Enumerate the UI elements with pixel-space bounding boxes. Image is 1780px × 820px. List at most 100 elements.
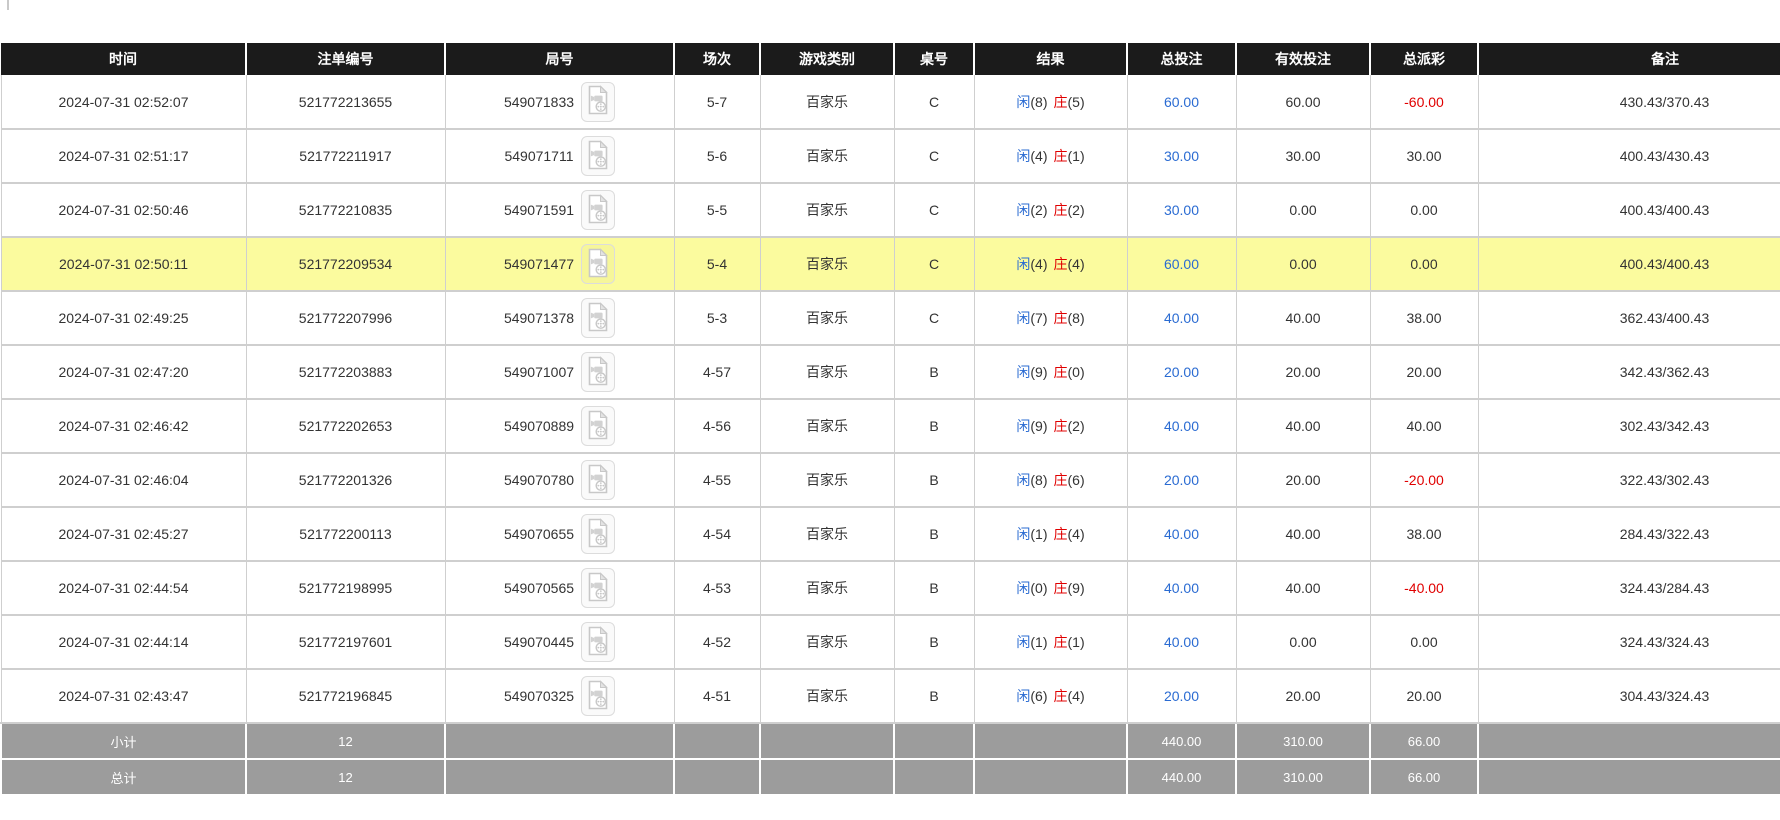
payout-cell: 0.00 bbox=[1369, 237, 1479, 292]
video-replay-button[interactable] bbox=[581, 244, 616, 284]
session-cell: 4-55 bbox=[673, 453, 761, 508]
video-replay-button[interactable] bbox=[581, 514, 616, 554]
table-row: 2024-07-31 02:43:47 521772196845 549070325… bbox=[0, 669, 1780, 724]
valid-bet-cell: 30.00 bbox=[1235, 129, 1371, 184]
payout-cell: -60.00 bbox=[1369, 75, 1479, 130]
order-no-cell: 521772201326 bbox=[245, 453, 446, 508]
result-cell: 闲(2) 庄(2) bbox=[973, 183, 1128, 238]
player-score: (9) bbox=[1030, 418, 1048, 434]
order-no-cell: 521772203883 bbox=[245, 345, 446, 400]
footer-valid-bet-cell: 310.00 bbox=[1235, 722, 1371, 760]
round-no-text: 549070325 bbox=[503, 688, 575, 704]
round-no-text: 549071833 bbox=[503, 93, 575, 110]
video-replay-button[interactable] bbox=[581, 568, 616, 608]
remark-cell: 400.43/400.43 bbox=[1477, 183, 1780, 238]
video-replay-button[interactable] bbox=[581, 81, 616, 122]
video-file-icon bbox=[586, 355, 610, 389]
payout-cell: 38.00 bbox=[1369, 291, 1479, 346]
player-label: 闲 bbox=[1016, 310, 1031, 326]
video-replay-button[interactable] bbox=[581, 460, 616, 500]
col-header-table_no: 桌号 bbox=[894, 43, 975, 75]
footer-empty-round-cell bbox=[444, 758, 675, 796]
bet-records-table: 时间 注单编号 局号 场次 游戏类别 桌号 结果 总投注 有效投注 总派彩 备注 2024-07-3… bbox=[0, 43, 1780, 796]
total-bet-cell: 20.00 bbox=[1126, 669, 1237, 724]
table-footer: 小计 12 440.00 310.00 66.00 总计 12 440.00 310.00 66.… bbox=[0, 722, 1780, 796]
video-replay-button[interactable] bbox=[581, 406, 616, 446]
footer-count-cell: 12 bbox=[245, 758, 446, 796]
banker-score: (1) bbox=[1067, 148, 1085, 164]
player-score: (6) bbox=[1030, 688, 1048, 704]
player-score: (8) bbox=[1030, 93, 1048, 110]
video-replay-button[interactable] bbox=[581, 676, 616, 716]
footer-empty-result-cell bbox=[973, 722, 1128, 760]
round-no-text: 549071477 bbox=[503, 256, 575, 272]
player-score: (9) bbox=[1030, 364, 1048, 380]
table-row: 2024-07-31 02:49:25 521772207996 549071378… bbox=[0, 291, 1780, 346]
banker-label: 庄 bbox=[1053, 580, 1068, 596]
result-cell: 闲(0) 庄(9) bbox=[973, 561, 1128, 616]
remark-cell: 324.43/284.43 bbox=[1477, 561, 1780, 616]
time-cell: 2024-07-31 02:46:04 bbox=[0, 453, 247, 508]
round-no-text: 549071007 bbox=[503, 364, 575, 380]
session-cell: 5-7 bbox=[673, 75, 761, 130]
game-type-cell: 百家乐 bbox=[759, 75, 895, 130]
footer-empty-game-cell bbox=[759, 758, 895, 796]
footer-label-cell: 小计 bbox=[0, 722, 247, 760]
table-body: 2024-07-31 02:52:07 521772213655 549071833… bbox=[0, 75, 1780, 724]
table-row: 2024-07-31 02:46:42 521772202653 549070889… bbox=[0, 399, 1780, 454]
video-replay-button[interactable] bbox=[581, 190, 616, 230]
video-file-icon bbox=[586, 409, 610, 443]
table-no-cell: C bbox=[893, 75, 975, 130]
remark-cell: 284.43/322.43 bbox=[1477, 507, 1780, 562]
player-score: (8) bbox=[1030, 472, 1048, 488]
video-file-icon bbox=[586, 301, 610, 335]
valid-bet-cell: 40.00 bbox=[1235, 291, 1371, 346]
round-no-cell: 549070445 bbox=[444, 615, 675, 670]
player-score: (1) bbox=[1030, 634, 1048, 650]
banker-score: (5) bbox=[1067, 93, 1085, 110]
table-row: 2024-07-31 02:50:46 521772210835 549071591… bbox=[0, 183, 1780, 238]
player-score: (1) bbox=[1030, 526, 1048, 542]
banker-score: (4) bbox=[1067, 688, 1085, 704]
round-no-cell: 549071477 bbox=[444, 237, 675, 292]
round-no-cell: 549070565 bbox=[444, 561, 675, 616]
time-cell: 2024-07-31 02:50:46 bbox=[0, 183, 247, 238]
banker-label: 庄 bbox=[1053, 364, 1068, 380]
player-label: 闲 bbox=[1016, 364, 1031, 380]
video-file-icon bbox=[586, 625, 610, 659]
round-no-text: 549070780 bbox=[503, 472, 575, 488]
video-replay-button[interactable] bbox=[580, 136, 615, 176]
footer-valid-bet-cell: 310.00 bbox=[1235, 758, 1371, 796]
video-file-icon bbox=[586, 85, 610, 118]
order-no-cell: 521772197601 bbox=[245, 615, 446, 670]
table-no-cell: C bbox=[893, 129, 975, 184]
order-no-cell: 521772211917 bbox=[245, 129, 446, 184]
result-cell: 闲(9) 庄(2) bbox=[973, 399, 1128, 454]
footer-empty-table-cell bbox=[893, 758, 975, 796]
col-header-game: 游戏类别 bbox=[760, 43, 895, 75]
round-no-text: 549071711 bbox=[504, 148, 574, 164]
video-file-icon bbox=[586, 571, 610, 605]
session-cell: 4-52 bbox=[673, 615, 761, 670]
time-cell: 2024-07-31 02:46:42 bbox=[0, 399, 247, 454]
banker-score: (1) bbox=[1067, 634, 1085, 650]
video-replay-button[interactable] bbox=[581, 298, 616, 338]
player-label: 闲 bbox=[1016, 688, 1031, 704]
footer-empty-game-cell bbox=[759, 722, 895, 760]
footer-empty-round-cell bbox=[444, 722, 675, 760]
footer-empty-result-cell bbox=[973, 758, 1128, 796]
round-no-text: 549071378 bbox=[503, 310, 575, 326]
table-no-cell: C bbox=[893, 291, 975, 346]
valid-bet-cell: 20.00 bbox=[1235, 669, 1371, 724]
video-replay-button[interactable] bbox=[581, 352, 616, 392]
order-no-cell: 521772198995 bbox=[245, 561, 446, 616]
banker-score: (0) bbox=[1067, 364, 1085, 380]
table-viewport: 时间 注单编号 局号 场次 游戏类别 桌号 结果 总投注 有效投注 总派彩 备注 2024-07-3… bbox=[0, 43, 1780, 796]
banker-label: 庄 bbox=[1053, 634, 1068, 650]
banker-score: (2) bbox=[1067, 418, 1085, 434]
valid-bet-cell: 0.00 bbox=[1235, 183, 1371, 238]
banker-score: (4) bbox=[1067, 256, 1085, 272]
game-type-cell: 百家乐 bbox=[759, 507, 895, 562]
video-replay-button[interactable] bbox=[581, 622, 616, 662]
